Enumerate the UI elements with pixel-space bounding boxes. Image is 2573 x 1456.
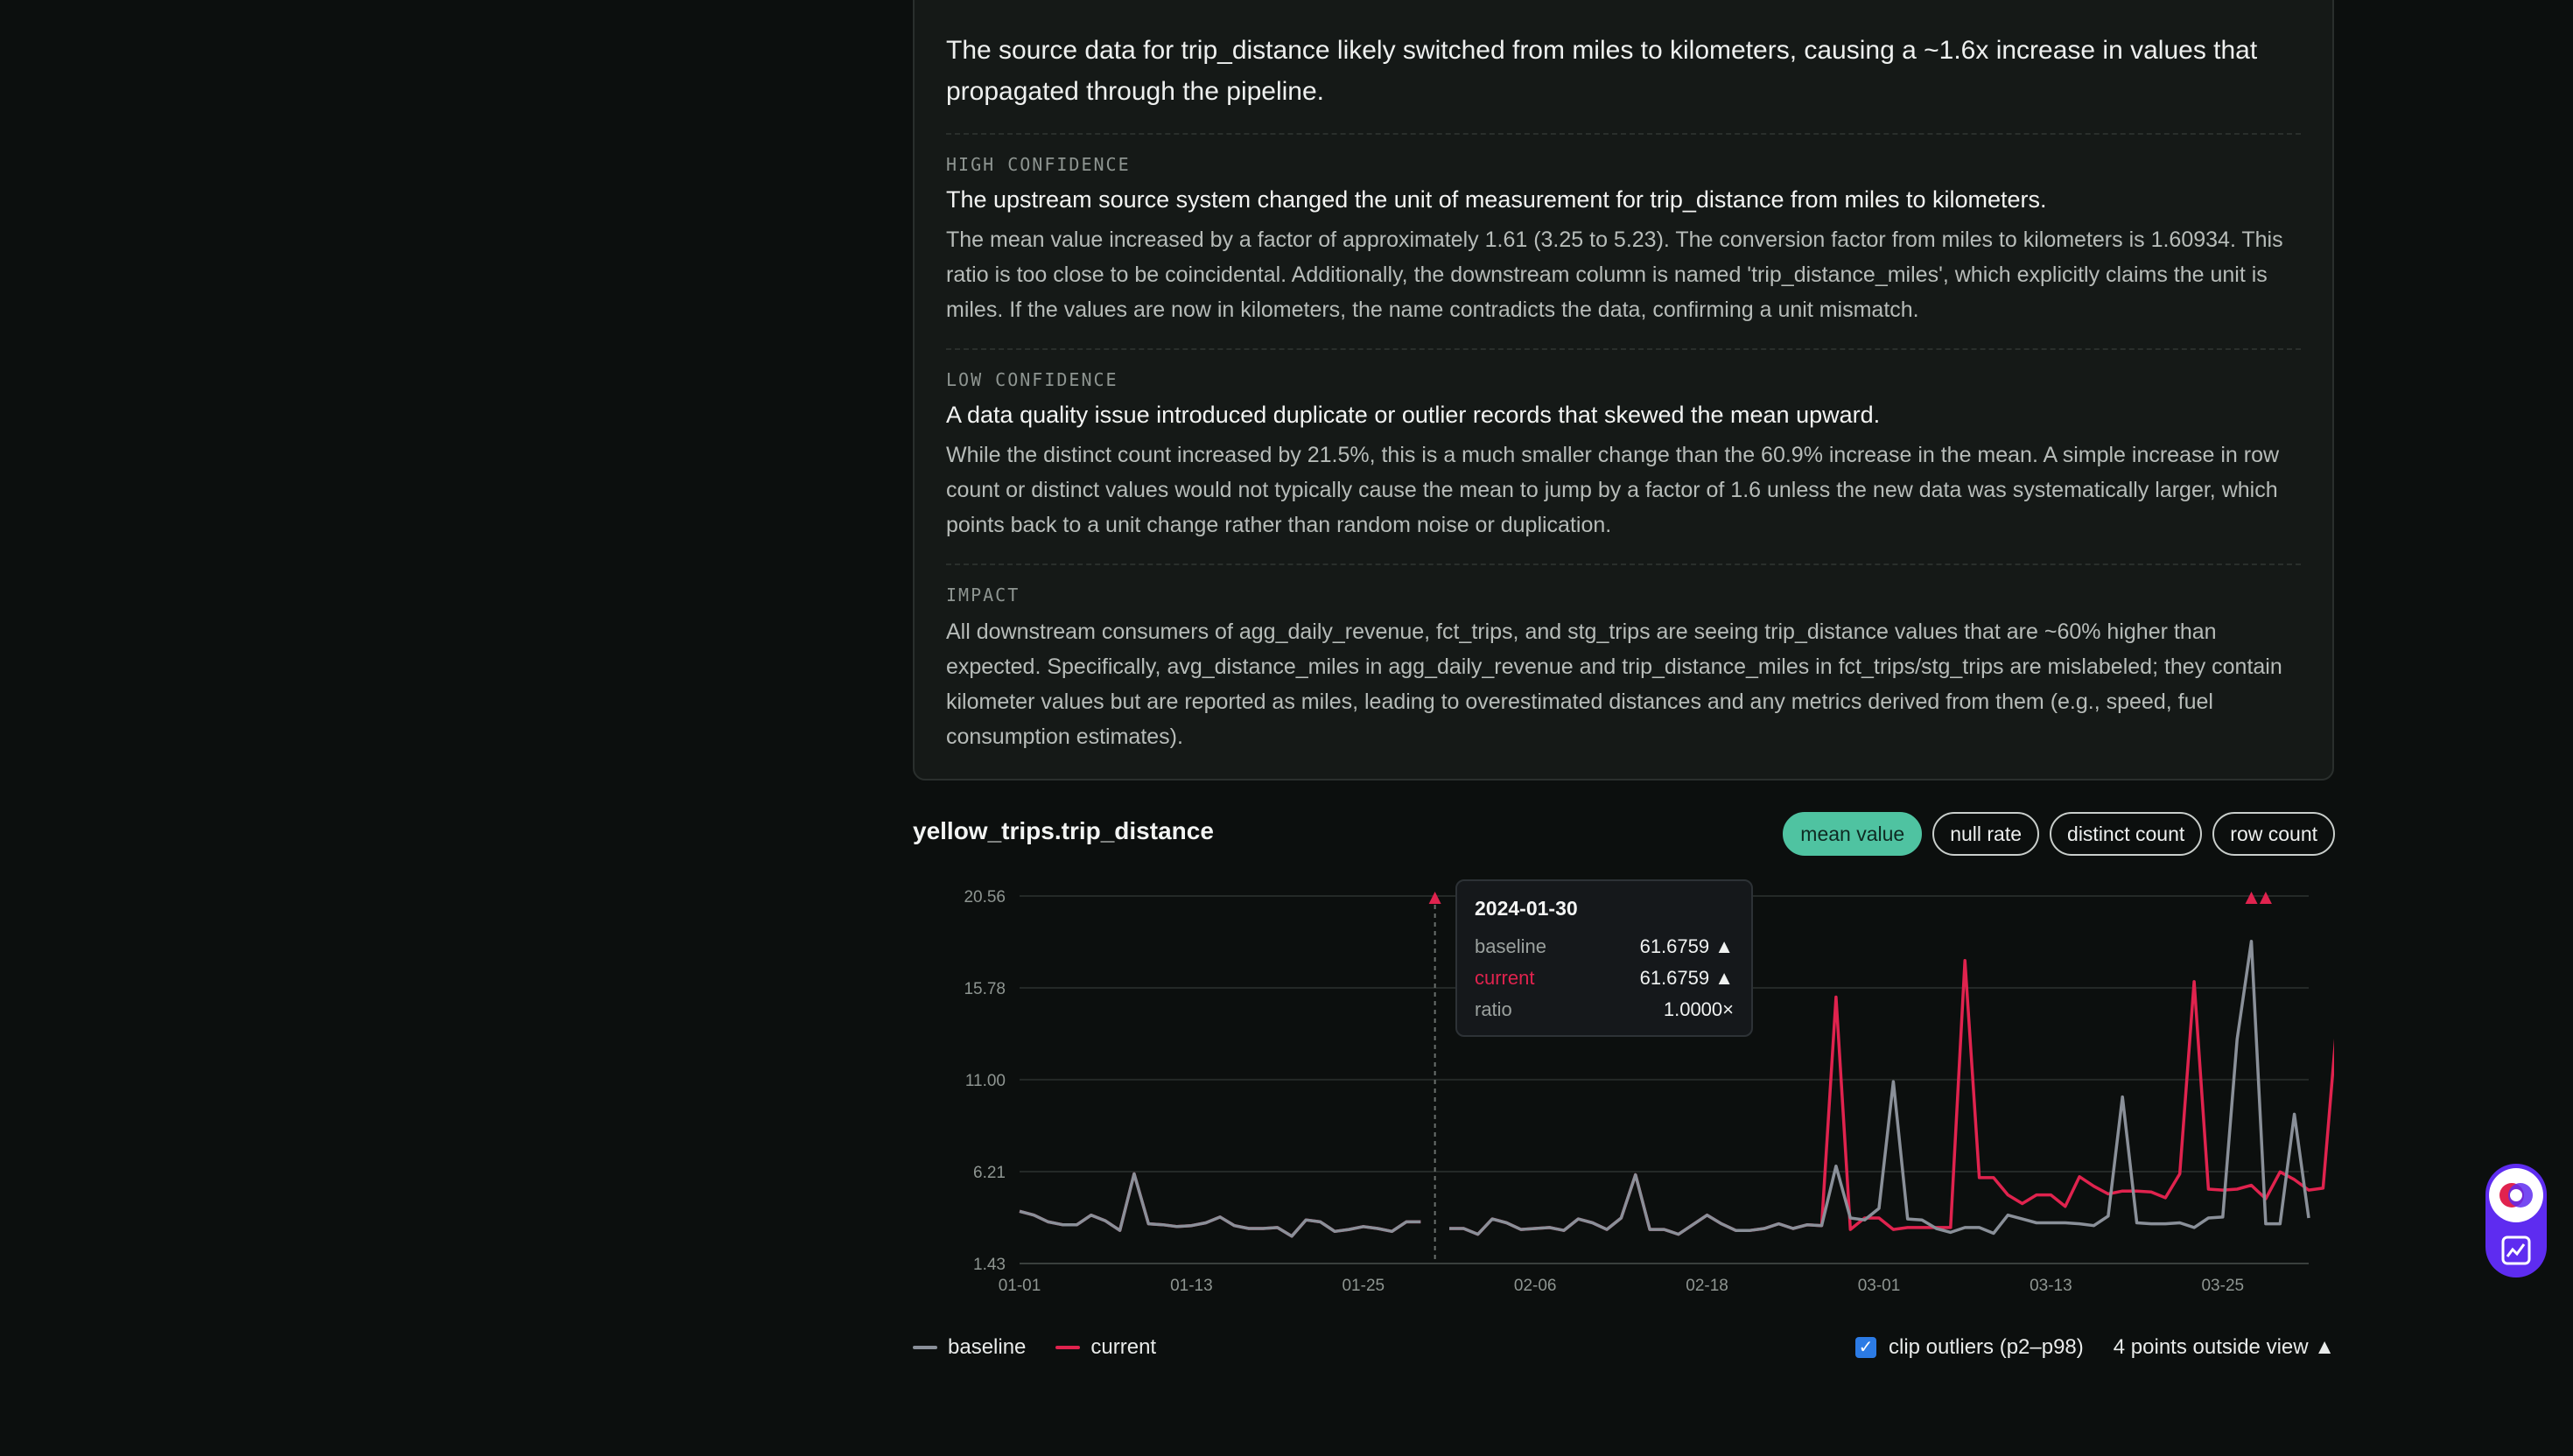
metric-selector: mean value null rate distinct count row … (1783, 812, 2335, 856)
chart-legend: baseline current (913, 1335, 1156, 1360)
confidence-label: LOW CONFIDENCE (946, 369, 1118, 390)
tooltip-ratio-label: ratio (1475, 998, 1512, 1020)
hypothesis-body: While the distinct count increased by 21… (946, 443, 2280, 537)
chip-mean-value[interactable]: mean value (1783, 812, 1923, 856)
tooltip-row-baseline: baseline 61.6759 ▲ (1475, 931, 1734, 962)
x-tick-label: 03-13 (2030, 1277, 2072, 1295)
assistant-logo-icon[interactable] (2489, 1168, 2543, 1222)
hypothesis-body: The mean value increased by a factor of … (946, 228, 2283, 322)
outside-view-count: 4 points outside view ▲ (2113, 1335, 2335, 1359)
tooltip-row-ratio: ratio 1.0000× (1475, 994, 1734, 1026)
tooltip-current-label: current (1475, 967, 1535, 989)
hypothesis-high: HIGH CONFIDENCE The upstream source syst… (946, 133, 2301, 327)
root-cause-analysis-card: The source data for trip_distance likely… (913, 0, 2334, 780)
tooltip-baseline-label: baseline (1475, 935, 1546, 957)
clipped-marker-icon (2259, 892, 2272, 904)
chart-tooltip: 2024-01-30 baseline 61.6759 ▲ current 61… (1455, 879, 1753, 1037)
x-tick-label: 02-18 (1686, 1277, 1728, 1295)
assistant-widget[interactable] (2485, 1164, 2547, 1278)
legend-label: baseline (948, 1335, 1027, 1359)
series-line-baseline (1019, 940, 2310, 1238)
tooltip-date: 2024-01-30 (1475, 897, 1578, 920)
y-tick-label: 11.00 (965, 1072, 1006, 1090)
trend-chart[interactable]: 20.56 15.78 11.00 6.21 1.43 01-01 01-13 01-25 02… (913, 875, 2334, 1312)
analysis-summary: The source data for trip_distance likely… (946, 36, 2258, 106)
legend-label: current (1090, 1335, 1157, 1359)
y-tick-label: 1.43 (973, 1256, 1006, 1274)
tooltip-row-current: current 61.6759 ▲ (1475, 962, 1734, 994)
x-tick-label: 03-01 (1858, 1277, 1901, 1295)
y-tick-label: 6.21 (973, 1164, 1006, 1182)
tooltip-ratio-value: 1.0000× (1663, 998, 1734, 1020)
legend-swatch-current (1055, 1346, 1081, 1349)
y-tick-label: 15.78 (964, 980, 1006, 998)
chart-title: yellow_trips.trip_distance (913, 817, 1214, 844)
x-tick-label: 01-01 (999, 1277, 1041, 1295)
checkbox-checked-icon[interactable]: ✓ (1854, 1337, 1876, 1358)
hypothesis-title: The upstream source system changed the u… (946, 186, 2047, 213)
legend-current: current (1055, 1335, 1156, 1360)
clipped-marker-icon (2245, 892, 2258, 904)
chip-distinct-count[interactable]: distinct count (2050, 812, 2203, 856)
impact-section: IMPACT All downstream consumers of agg_d… (946, 564, 2301, 754)
chart-controls: ✓ clip outliers (p2–p98) 4 points outsid… (1854, 1335, 2335, 1360)
impact-body: All downstream consumers of agg_daily_re… (946, 620, 2282, 749)
impact-label: IMPACT (946, 584, 1020, 606)
chip-null-rate[interactable]: null rate (1932, 812, 2040, 856)
clip-outliers-label: clip outliers (p2–p98) (1888, 1335, 2084, 1359)
chart-insight-icon[interactable] (2499, 1233, 2534, 1268)
confidence-label: HIGH CONFIDENCE (946, 154, 1131, 175)
legend-swatch-baseline (913, 1346, 937, 1349)
clip-outliers-toggle[interactable]: ✓ clip outliers (p2–p98) (1854, 1335, 2084, 1360)
x-tick-label: 03-25 (2201, 1277, 2244, 1295)
tooltip-baseline-value: 61.6759 ▲ (1639, 935, 1734, 957)
chip-row-count[interactable]: row count (2212, 812, 2335, 856)
y-tick-label: 20.56 (964, 888, 1006, 906)
tooltip-current-value: 61.6759 ▲ (1639, 967, 1734, 989)
clipped-marker-icon (1428, 892, 1441, 904)
hypothesis-title: A data quality issue introduced duplicat… (946, 402, 1881, 428)
hypothesis-low: LOW CONFIDENCE A data quality issue intr… (946, 348, 2301, 542)
x-tick-label: 01-25 (1342, 1277, 1385, 1295)
x-tick-label: 01-13 (1170, 1277, 1213, 1295)
legend-baseline: baseline (913, 1335, 1026, 1360)
x-tick-label: 02-06 (1514, 1277, 1557, 1295)
